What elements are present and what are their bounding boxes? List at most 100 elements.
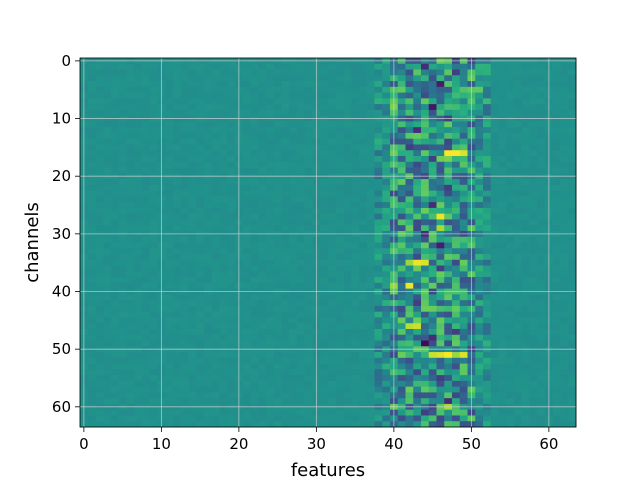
heatmap-cell [111, 311, 120, 318]
heatmap-cell [103, 236, 112, 243]
heatmap-cell [459, 242, 468, 249]
heatmap-cell [459, 81, 468, 88]
heatmap-cell [196, 167, 205, 174]
heatmap-cell [382, 202, 391, 209]
heatmap-cell [289, 81, 298, 88]
heatmap-cell [568, 75, 577, 82]
heatmap-cell [552, 328, 561, 336]
heatmap-cell [126, 132, 135, 140]
heatmap-cell [273, 357, 282, 364]
heatmap-cell [328, 92, 337, 99]
heatmap-cell [537, 392, 546, 399]
heatmap-cell [126, 213, 135, 220]
heatmap-cell [87, 311, 96, 318]
heatmap-cell [452, 104, 461, 111]
heatmap-cell [568, 202, 577, 209]
heatmap-cell [397, 104, 406, 111]
heatmap-cell [242, 86, 251, 93]
heatmap-cell [359, 398, 368, 405]
heatmap-cell [250, 242, 259, 249]
heatmap-cell [118, 305, 127, 313]
heatmap-cell [343, 219, 352, 226]
heatmap-cell [266, 207, 275, 215]
heatmap-cell [428, 248, 437, 255]
heatmap-cell [142, 196, 151, 203]
heatmap-cell [242, 236, 251, 243]
heatmap-cell [351, 380, 360, 388]
y-tick-label: 10 [52, 110, 71, 128]
heatmap-cell [211, 340, 220, 347]
heatmap-cell [537, 219, 546, 226]
heatmap-cell [335, 254, 344, 261]
heatmap-cell [514, 207, 523, 215]
heatmap-cell [219, 421, 228, 428]
heatmap-cell [258, 328, 267, 336]
heatmap-cell [529, 328, 538, 336]
heatmap-cell [521, 196, 530, 203]
heatmap-cell [397, 357, 406, 364]
heatmap-cell [196, 352, 205, 359]
heatmap-cell [335, 369, 344, 376]
heatmap-cell [188, 213, 197, 220]
heatmap-cell [359, 81, 368, 88]
heatmap-cell [118, 242, 127, 249]
heatmap-cell [568, 375, 577, 382]
heatmap-cell [436, 190, 445, 197]
heatmap-cell [111, 363, 120, 370]
heatmap-cell [568, 219, 577, 226]
heatmap-cell [250, 81, 259, 88]
heatmap-cell [165, 305, 174, 313]
heatmap-cell [537, 300, 546, 307]
heatmap-cell [490, 375, 499, 382]
heatmap-cell [87, 81, 96, 88]
heatmap-cell [188, 121, 197, 128]
heatmap-cell [227, 340, 236, 347]
heatmap-cell [142, 334, 151, 341]
heatmap-cell [196, 138, 205, 145]
heatmap-cell [514, 144, 523, 151]
heatmap-cell [529, 386, 538, 393]
heatmap-cell [405, 398, 414, 405]
heatmap-cell [521, 144, 530, 151]
heatmap-cell [397, 386, 406, 393]
heatmap-cell [436, 317, 445, 324]
heatmap-cell [126, 63, 135, 70]
heatmap-cell [490, 190, 499, 197]
heatmap-cell [118, 219, 127, 226]
heatmap-cell [382, 248, 391, 255]
heatmap-cell [351, 317, 360, 324]
heatmap-cell [95, 156, 104, 163]
heatmap-cell [126, 409, 135, 416]
heatmap-cell [568, 156, 577, 163]
heatmap-cell [475, 380, 484, 388]
heatmap-cell [273, 184, 282, 192]
heatmap-cell [413, 98, 422, 105]
heatmap-cell [103, 317, 112, 324]
heatmap-cell [227, 202, 236, 209]
heatmap-cell [459, 202, 468, 209]
heatmap-cell [560, 248, 569, 255]
heatmap-cell [297, 213, 306, 220]
heatmap-cell [103, 242, 112, 249]
heatmap-cell [413, 259, 422, 266]
heatmap-cell [490, 109, 499, 117]
heatmap-cell [188, 219, 197, 226]
heatmap-cell [475, 392, 484, 399]
heatmap-cell [250, 109, 259, 117]
heatmap-cell [568, 69, 577, 76]
heatmap-cell [359, 305, 368, 313]
heatmap-cell [118, 196, 127, 203]
heatmap-cell [266, 328, 275, 336]
heatmap-cell [529, 104, 538, 111]
heatmap-cell [165, 190, 174, 197]
heatmap-cell [444, 305, 453, 313]
heatmap-cell [142, 69, 151, 76]
heatmap-cell [382, 167, 391, 174]
heatmap-cell [126, 207, 135, 215]
heatmap-cell [273, 386, 282, 393]
heatmap-cell [281, 311, 290, 318]
heatmap-cell [436, 415, 445, 422]
heatmap-cell [459, 161, 468, 168]
heatmap-cell [258, 375, 267, 382]
heatmap-cell [444, 213, 453, 220]
